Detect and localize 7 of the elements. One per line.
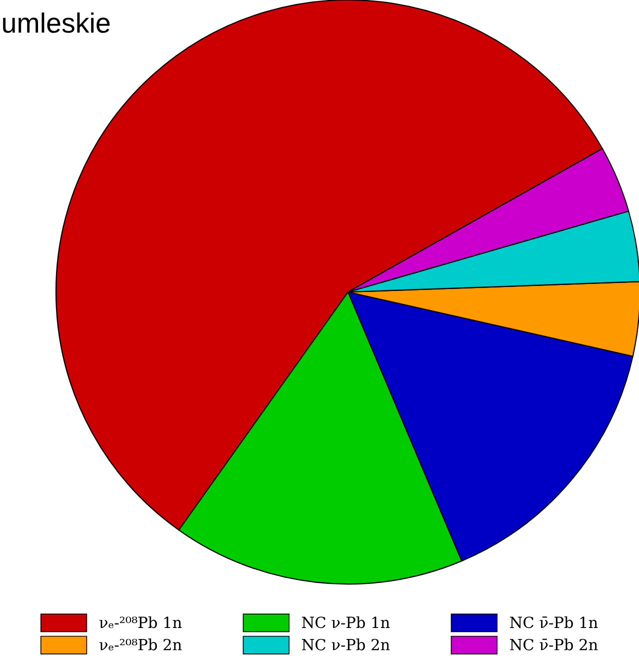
legend-label: νₑ-²⁰⁸Pb 1n	[99, 616, 182, 628]
legend-label: NC ν-Pb 2n	[302, 638, 390, 650]
legend-label: NC ν-Pb 1n	[302, 616, 390, 628]
chart-title: umleskie	[3, 12, 110, 33]
legend-label: NC ν̄-Pb 1n	[510, 616, 598, 628]
legend-label: νₑ-²⁰⁸Pb 2n	[99, 638, 182, 650]
legend-label: NC ν̄-Pb 2n	[510, 638, 598, 650]
